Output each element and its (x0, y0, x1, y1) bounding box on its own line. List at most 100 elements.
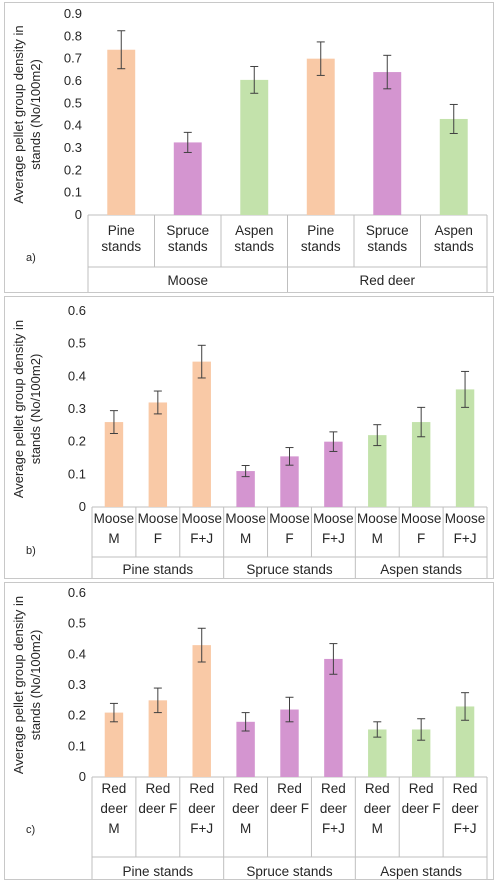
chart-panel-c: 0 0.1 0.2 0.3 0.4 0.5 0.6 Average pellet group … (4, 582, 494, 880)
category-label: stands (101, 239, 141, 254)
category-label: M (372, 821, 383, 836)
category-label: Red (233, 781, 258, 796)
y-tick-label: 0.9 (64, 6, 82, 21)
y-tick-label: 0.5 (68, 616, 86, 631)
y-axis-title: stands (No/100m2) (28, 630, 43, 741)
bar (280, 709, 299, 777)
bar (104, 712, 124, 777)
bar (411, 422, 431, 507)
category-label: stands (168, 239, 208, 254)
y-axis-title: Average pellet group density in (11, 25, 26, 203)
category-label: Red (321, 781, 346, 796)
category-label: F+J (190, 531, 213, 546)
category-label: M (108, 531, 119, 546)
bar (236, 471, 255, 507)
bar (240, 79, 269, 215)
y-tick-label: 0.6 (68, 585, 86, 600)
y-tick-label: 0.3 (68, 401, 86, 416)
category-label: M (240, 531, 251, 546)
bar (280, 456, 299, 507)
chart-panel-a: 0 0.1 0.2 0.3 0.4 0.5 0.6 0.7 0.8 0.9 Average pell… (4, 2, 494, 293)
category-label: Moose (357, 511, 398, 526)
category-label: stands (234, 239, 274, 254)
category-label: M (108, 821, 119, 836)
panel-label: a) (26, 252, 36, 264)
panel-label: b) (26, 545, 36, 557)
y-tick-label: 0.5 (68, 336, 86, 351)
chart-a-svg: 0 0.1 0.2 0.3 0.4 0.5 0.6 0.7 0.8 0.9 Average pell… (11, 6, 488, 292)
y-tick-label: 0.2 (64, 162, 82, 177)
category-label: F (285, 531, 293, 546)
category-label: F (154, 531, 162, 546)
category-label: F+J (322, 531, 345, 546)
group-label: Spruce stands (246, 562, 333, 577)
group-label: Pine stands (123, 864, 194, 879)
y-tick-label: 0.8 (64, 28, 82, 43)
y-tick-label: 0.5 (64, 95, 82, 110)
category-label: deer (452, 801, 480, 816)
category-label: Red (409, 781, 434, 796)
bar (148, 700, 168, 777)
panel-label: c) (26, 824, 35, 836)
y-tick-label: 0.6 (68, 303, 86, 318)
y-tick-label: 0.7 (64, 51, 82, 66)
bar (373, 72, 402, 215)
bar (324, 441, 343, 507)
category-label: Pine (307, 223, 334, 238)
group-label: Red deer (359, 273, 415, 288)
bar (455, 706, 475, 777)
bar (192, 645, 211, 777)
bar (368, 435, 387, 507)
category-label: Aspen (235, 223, 273, 238)
category-label: Spruce (166, 223, 209, 238)
category-label: deer F (138, 801, 177, 816)
category-label: Red (189, 781, 214, 796)
y-axis-title: stands (No/100m2) (28, 59, 43, 170)
category-label: deer (320, 801, 348, 816)
bar (107, 49, 136, 215)
y-axis-title: Average pellet group density in (11, 596, 26, 774)
category-label: deer (364, 801, 392, 816)
bar (306, 58, 335, 215)
category-label: Moose (269, 511, 310, 526)
group-label: Moose (167, 273, 208, 288)
category-label: deer (232, 801, 260, 816)
category-label: Red (102, 781, 127, 796)
chart-b-svg: 0 0.1 0.2 0.3 0.4 0.5 0.6 Average pellet group … (11, 303, 488, 578)
category-label: stands (301, 239, 341, 254)
y-tick-label: 0 (79, 499, 86, 514)
y-tick-label: 0.2 (68, 708, 86, 723)
bar (368, 729, 387, 777)
bar (411, 729, 431, 777)
y-tick-label: 0 (75, 207, 82, 222)
category-label: Red (145, 781, 170, 796)
group-label: Aspen stands (380, 864, 462, 879)
y-axis-title: Average pellet group density in (11, 320, 26, 498)
category-label: Aspen (435, 223, 473, 238)
bar (324, 658, 343, 777)
category-label: deer (100, 801, 128, 816)
group-label: Pine stands (123, 562, 194, 577)
category-label: Red (453, 781, 478, 796)
chart-c-svg: 0 0.1 0.2 0.3 0.4 0.5 0.6 Average pellet group … (11, 585, 488, 879)
bar (439, 118, 468, 215)
category-label: Moose (225, 511, 266, 526)
group-label: Aspen stands (380, 562, 462, 577)
y-tick-label: 0.3 (68, 677, 86, 692)
y-tick-label: 0.1 (68, 738, 86, 753)
category-label: Spruce (366, 223, 409, 238)
category-label: stands (367, 239, 407, 254)
category-label: F (417, 531, 425, 546)
y-tick-label: 0.3 (64, 140, 82, 155)
bar (148, 402, 168, 507)
y-tick-label: 0.4 (68, 646, 86, 661)
category-label: Moose (94, 511, 135, 526)
y-tick-label: 0.1 (68, 466, 86, 481)
chart-panel-b: 0 0.1 0.2 0.3 0.4 0.5 0.6 Average pellet group … (4, 296, 494, 579)
category-label: F+J (454, 531, 477, 546)
category-label: Moose (445, 511, 486, 526)
category-label: Red (277, 781, 302, 796)
group-label: Spruce stands (246, 864, 333, 879)
y-tick-label: 0.6 (64, 73, 82, 88)
category-label: Red (365, 781, 390, 796)
